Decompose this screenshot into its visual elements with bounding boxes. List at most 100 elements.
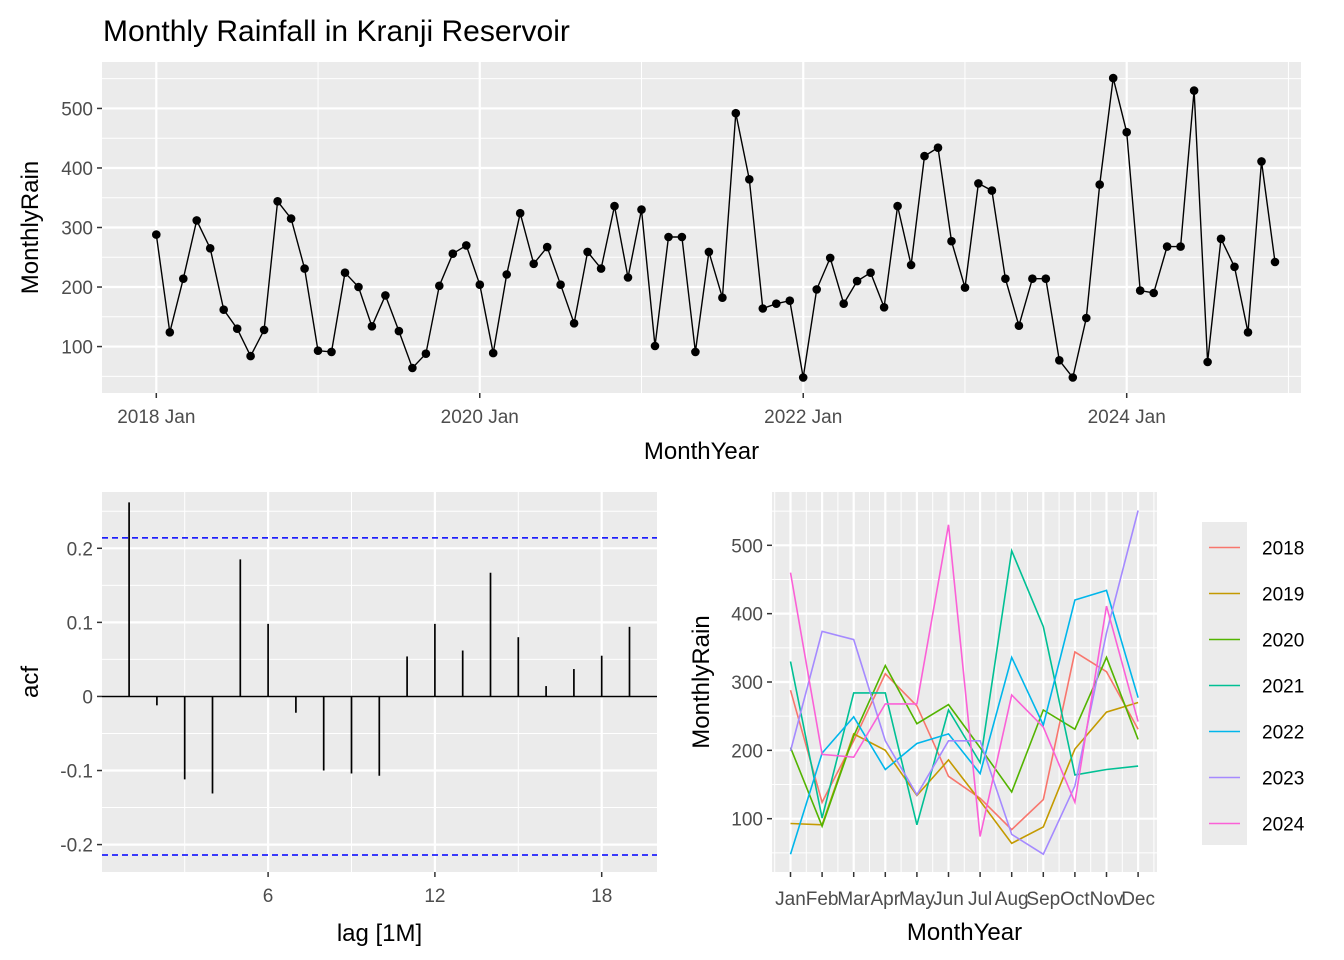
- y-tick-label: 400: [61, 159, 93, 180]
- legend-label-2023: 2023: [1262, 769, 1304, 790]
- y-tick-label: 100: [61, 338, 93, 359]
- legend-label-2024: 2024: [1262, 815, 1305, 836]
- data-point: [623, 273, 633, 282]
- x-tick-label: 2018 Jan: [117, 407, 195, 428]
- legend-label-2020: 2020: [1262, 631, 1304, 652]
- acf-panel: 6 12 18 -0.2 -0.1 0 0.1 0.2 lag [1M] acf: [17, 492, 657, 947]
- x-tick-label-feb: Feb: [806, 889, 839, 910]
- data-point: [232, 324, 242, 334]
- data-point: [691, 347, 700, 357]
- data-point: [246, 351, 255, 361]
- data-point: [812, 285, 821, 294]
- x-tick-label: 12: [424, 886, 445, 907]
- data-point: [488, 348, 498, 358]
- acf-plot-background: [102, 492, 657, 872]
- data-point: [259, 325, 269, 335]
- series-line-2022: [789, 589, 1139, 855]
- x-tick-label: 18: [591, 886, 612, 907]
- data-point: [610, 201, 619, 211]
- data-point: [1230, 262, 1239, 272]
- data-point: [515, 208, 525, 218]
- x-tick-label-aug: Aug: [995, 889, 1029, 910]
- data-point: [394, 326, 404, 336]
- data-point: [273, 197, 282, 206]
- data-point: [664, 232, 673, 242]
- legend-label-2021: 2021: [1262, 677, 1304, 698]
- legend-label-2022: 2022: [1262, 723, 1304, 744]
- data-point: [1216, 234, 1226, 244]
- y-tick-label: 500: [61, 99, 93, 120]
- rainfall-series-line: [155, 77, 1276, 380]
- legend-background: [1202, 522, 1247, 845]
- data-point: [879, 303, 889, 312]
- data-point: [1257, 157, 1266, 166]
- data-point: [839, 299, 848, 309]
- data-point: [920, 151, 929, 161]
- legend-label-2019: 2019: [1262, 585, 1304, 606]
- data-point: [179, 274, 188, 284]
- data-point: [1176, 242, 1185, 251]
- data-point: [1014, 321, 1024, 331]
- data-point: [569, 319, 579, 328]
- x-tick-label: 6: [263, 886, 274, 907]
- data-point: [448, 249, 458, 258]
- y-tick-label: 400: [731, 605, 763, 626]
- data-point: [1068, 373, 1078, 382]
- data-point: [893, 201, 902, 211]
- x-tick-label-may: May: [899, 889, 935, 910]
- y-tick-label: -0.1: [60, 762, 93, 783]
- data-point: [704, 247, 714, 257]
- data-point: [772, 299, 781, 309]
- y-tick-label: 0: [82, 687, 93, 708]
- data-point: [556, 280, 565, 290]
- data-point: [313, 346, 323, 356]
- data-point: [906, 260, 916, 270]
- x-tick-label-dec: Dec: [1121, 889, 1155, 910]
- series-line-2024: [789, 524, 1139, 837]
- y-tick-label: 300: [731, 673, 763, 694]
- acf-x-axis-title: lag [1M]: [337, 920, 422, 947]
- series-line-2020: [789, 655, 1139, 829]
- x-tick-label-jan: Jan: [775, 889, 806, 910]
- data-point: [475, 280, 485, 290]
- data-point: [758, 304, 768, 313]
- data-point: [960, 283, 970, 292]
- data-point: [205, 244, 215, 253]
- x-tick-label-jul: Jul: [968, 889, 992, 910]
- timeseries-x-axis-title: MonthYear: [644, 438, 759, 465]
- timeseries-panel: 100 200 300 400 500 2018 Jan 2020 Jan 2022 Jan 2…: [17, 62, 1301, 465]
- chart-title: Monthly Rainfall in Kranji Reservoir: [103, 15, 570, 48]
- acf-y-axis-title: acf: [17, 666, 44, 698]
- data-point: [866, 268, 875, 278]
- data-point: [1028, 274, 1037, 284]
- data-point: [974, 179, 983, 188]
- data-point: [340, 268, 350, 278]
- seasonal-y-axis-title: MonthlyRain: [688, 615, 715, 748]
- y-tick-label: -0.2: [60, 836, 93, 857]
- data-point: [785, 296, 795, 306]
- data-point: [1095, 180, 1104, 189]
- data-point: [1189, 86, 1199, 95]
- data-point: [1135, 286, 1145, 295]
- data-point: [286, 214, 296, 223]
- data-point: [1162, 242, 1172, 251]
- x-tick-label: 2024 Jan: [1088, 407, 1166, 428]
- data-point: [1001, 274, 1010, 284]
- data-point: [435, 281, 444, 291]
- y-tick-label: 0.1: [67, 613, 93, 634]
- data-point: [1041, 274, 1051, 284]
- data-point: [1082, 313, 1091, 323]
- data-point: [637, 205, 646, 214]
- data-point: [583, 247, 592, 257]
- data-point: [542, 242, 552, 252]
- data-point: [1108, 73, 1118, 83]
- x-tick-label-nov: Nov: [1090, 889, 1124, 910]
- data-point: [192, 216, 201, 225]
- data-point: [677, 232, 687, 242]
- data-point: [408, 363, 417, 373]
- data-point: [327, 347, 336, 357]
- data-point: [462, 241, 471, 250]
- x-tick-label: 2020 Jan: [441, 407, 519, 428]
